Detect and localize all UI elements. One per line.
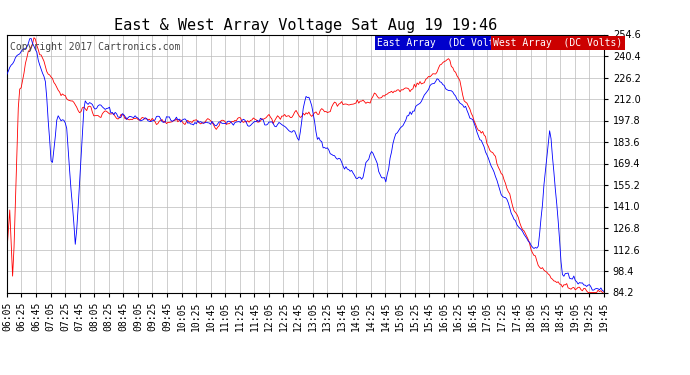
Text: East Array  (DC Volts): East Array (DC Volts) — [377, 38, 506, 48]
Title: East & West Array Voltage Sat Aug 19 19:46: East & West Array Voltage Sat Aug 19 19:… — [114, 18, 497, 33]
Text: Copyright 2017 Cartronics.com: Copyright 2017 Cartronics.com — [10, 42, 180, 52]
Text: West Array  (DC Volts): West Array (DC Volts) — [493, 38, 622, 48]
